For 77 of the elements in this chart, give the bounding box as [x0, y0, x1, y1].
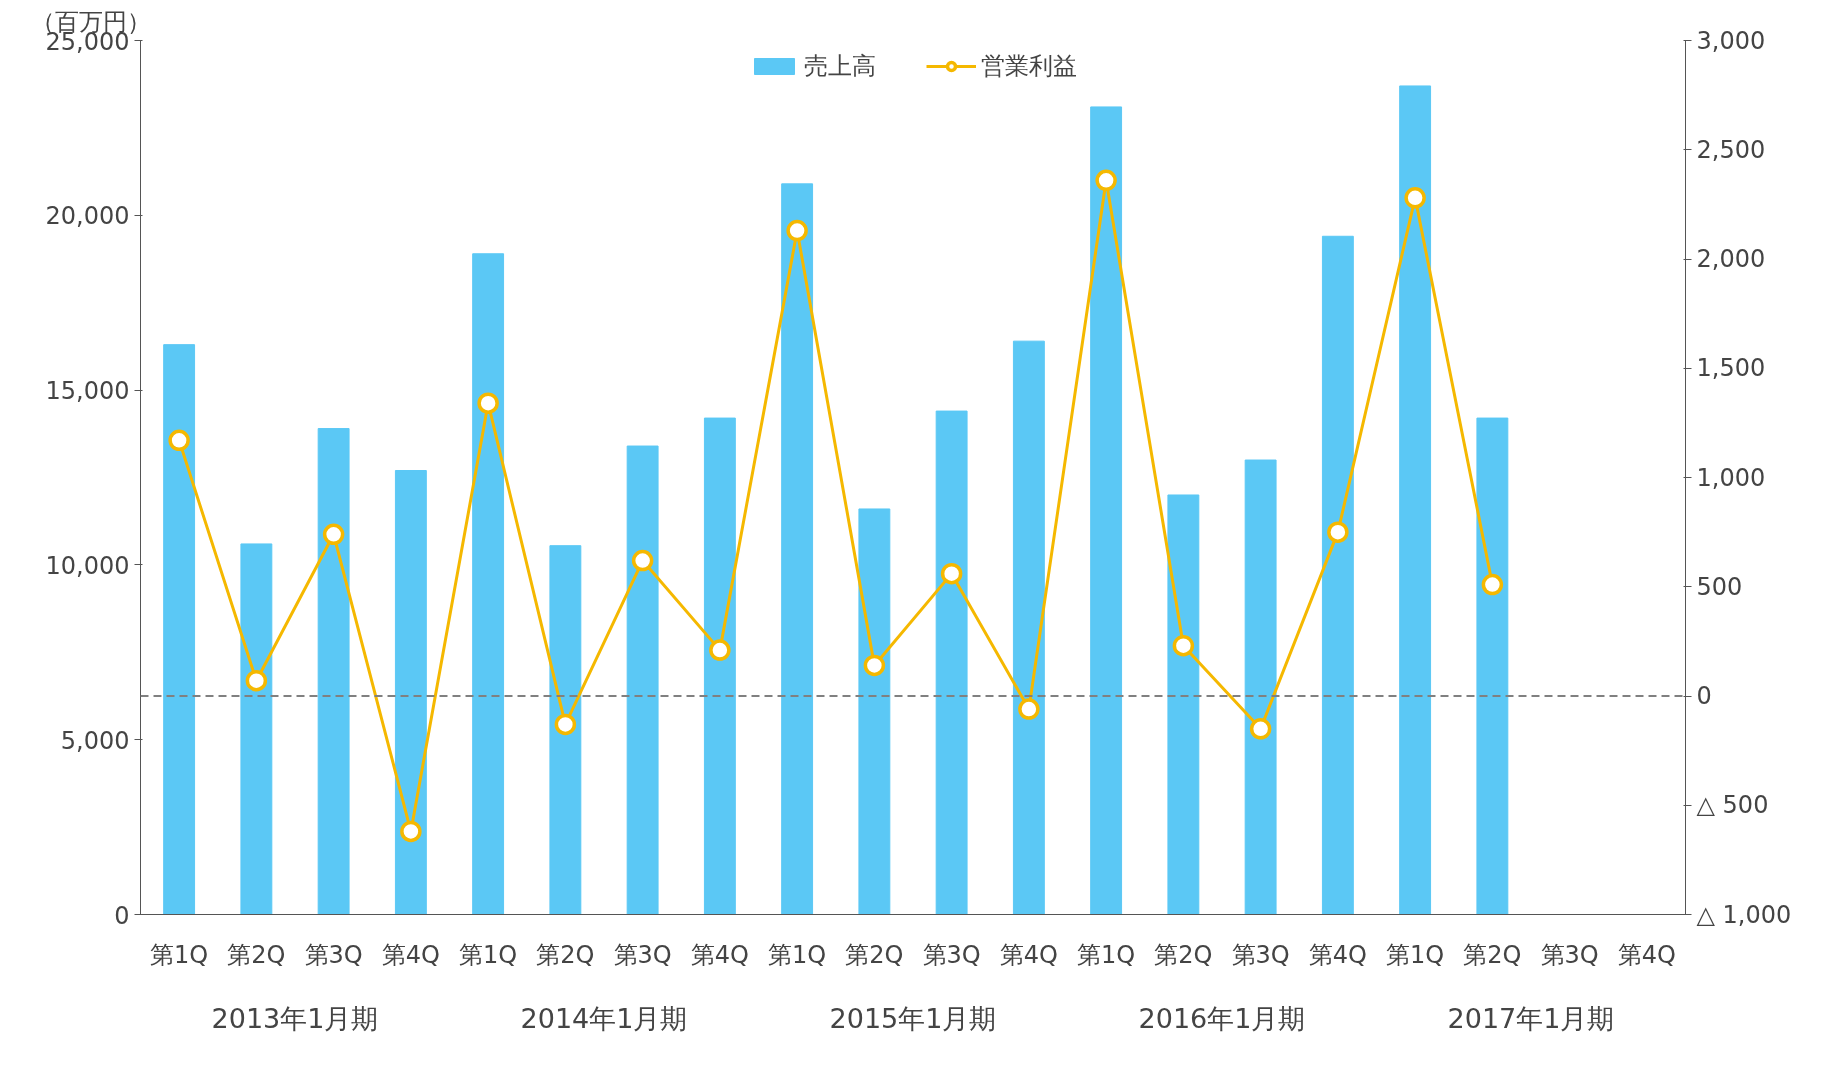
- x-tick-label: 第3Q: [613, 940, 672, 969]
- point: [940, 562, 963, 585]
- x-tick-label: 第1Q: [1386, 940, 1445, 969]
- x-tick-label: 第1Q: [1077, 940, 1136, 969]
- text: 2013年1月期: [211, 1002, 379, 1034]
- y-tick-label: 0: [114, 901, 130, 930]
- point: [1327, 521, 1349, 543]
- text: 2014年1月期: [520, 1002, 688, 1034]
- x-tick-label: 第1Q: [768, 940, 827, 969]
- bar: [703, 417, 736, 915]
- bar: [472, 253, 505, 915]
- x-tick-label: 第4Q: [999, 940, 1058, 969]
- point: [1172, 635, 1195, 657]
- bar: [1476, 417, 1509, 915]
- point: [631, 549, 654, 572]
- point: [322, 523, 345, 546]
- y2-tick-label: 2,000: [1696, 245, 1766, 273]
- text: 2017年1月期: [1447, 1002, 1615, 1034]
- text: 2016年1月期: [1138, 1002, 1306, 1034]
- x-tick-label: 第2Q: [1463, 940, 1522, 969]
- x-tick-label: 第3Q: [304, 940, 363, 969]
- point: [1095, 169, 1117, 192]
- x-tick-label: 第4Q: [381, 940, 440, 969]
- bar: [626, 445, 659, 915]
- point: [400, 820, 422, 843]
- text: 2015年1月期: [829, 1002, 997, 1034]
- x-tick-label: 第3Q: [1231, 940, 1290, 969]
- point: [168, 429, 190, 452]
- x-tick-label: 第4Q: [1617, 940, 1676, 969]
- point: [245, 669, 268, 692]
- y2-tick-label: △ 500: [1696, 791, 1769, 820]
- y2-tick-label: 3,000: [1696, 26, 1766, 55]
- x-tick-label: 第1Q: [150, 940, 209, 969]
- bar: [1012, 340, 1045, 915]
- x-tick-label: 第2Q: [1154, 940, 1213, 969]
- x-tick-label: 第2Q: [845, 940, 904, 969]
- y2-tick-label: 1,500: [1696, 354, 1766, 383]
- bar: [240, 543, 273, 915]
- legend-label: 営業利益: [980, 51, 1077, 82]
- bar: [858, 508, 891, 915]
- bar: [935, 410, 968, 915]
- x-tick-label: 第3Q: [1540, 940, 1599, 969]
- legend-label: 売上高: [803, 51, 876, 82]
- point: [863, 654, 886, 677]
- bar: [1167, 494, 1200, 915]
- y2-tick-label: △ 1,000: [1696, 900, 1792, 929]
- bar: [781, 183, 814, 915]
- point: [1018, 698, 1040, 720]
- x-tick-label: 第2Q: [536, 940, 595, 969]
- y-tick-label: 10,000: [45, 551, 130, 580]
- y-tick-label: 20,000: [45, 202, 130, 231]
- x-tick-label: 第2Q: [227, 940, 286, 969]
- x-tick-label: 第4Q: [690, 940, 749, 969]
- point: [1404, 187, 1426, 209]
- y-tick-label: 15,000: [45, 377, 130, 406]
- bar: [1399, 85, 1432, 915]
- bar: [1090, 106, 1123, 915]
- y-tick-label: 5,000: [60, 726, 130, 755]
- point: [1249, 718, 1272, 740]
- point: [709, 639, 731, 661]
- bar: [317, 428, 350, 915]
- bar: [394, 470, 427, 915]
- bar: [1321, 235, 1354, 915]
- bar: [163, 344, 196, 915]
- x-tick-label: 第1Q: [459, 940, 518, 969]
- y2-tick-label: 0: [1696, 682, 1712, 710]
- y2-tick-label: 2,500: [1696, 135, 1766, 164]
- bar: [549, 545, 582, 915]
- point: [477, 392, 499, 414]
- point: [1481, 573, 1504, 596]
- point: [554, 713, 577, 736]
- y2-tick-label: 1,000: [1696, 463, 1766, 492]
- x-tick-label: 第3Q: [922, 940, 981, 969]
- y2-tick-label: 500: [1696, 572, 1743, 601]
- x-tick-label: 第4Q: [1308, 940, 1367, 969]
- bar: [1244, 459, 1277, 915]
- point: [786, 219, 808, 242]
